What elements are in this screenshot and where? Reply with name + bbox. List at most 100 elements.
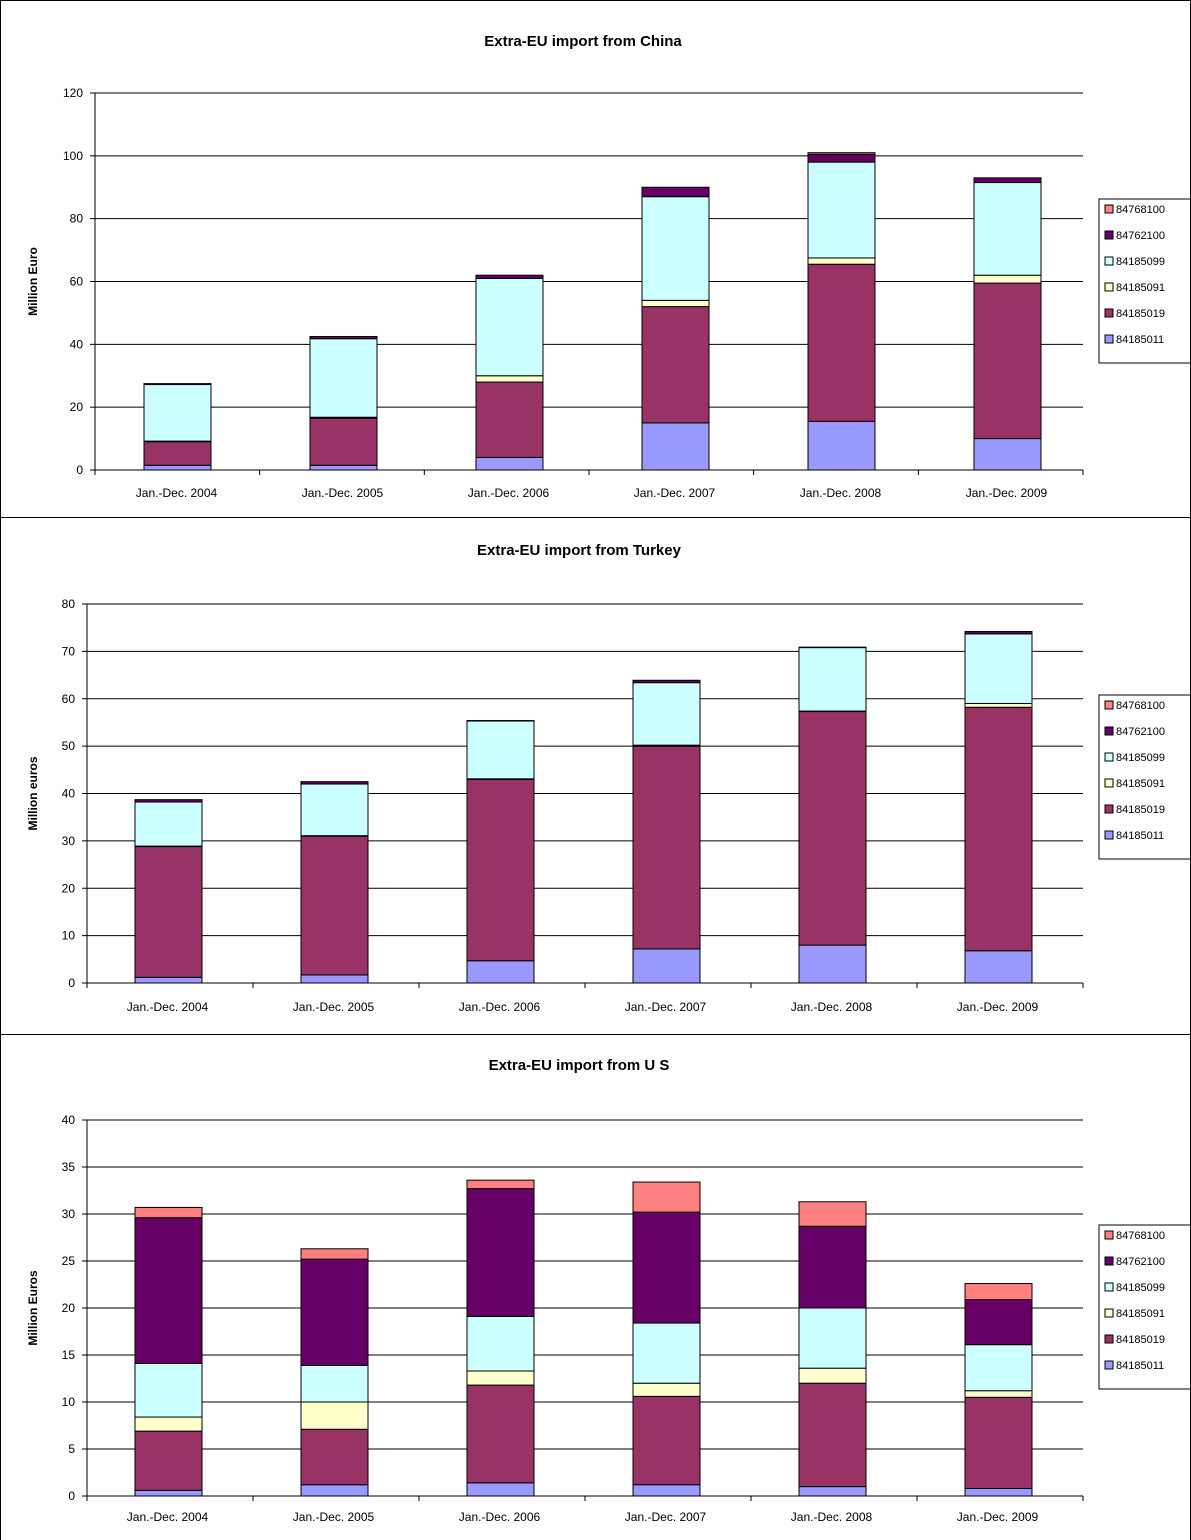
bar-segment-84185099 (143, 384, 212, 442)
x-tick-label: Jan.-Dec. 2008 (800, 486, 882, 500)
x-tick-label: Jan.-Dec. 2004 (127, 1000, 209, 1014)
bar-segment-84768100 (300, 1248, 369, 1260)
bar-segment-84762100 (641, 186, 710, 198)
bar-segment-84185099 (475, 277, 544, 377)
bar-segment-84185019 (798, 711, 867, 946)
x-tick-label: Jan.-Dec. 2009 (957, 1000, 1039, 1014)
bar-segment-84185011 (632, 948, 701, 984)
bar-segment-84762100 (475, 274, 544, 279)
bar-segment-84185099 (134, 1362, 203, 1418)
legend-label-84762100: 84762100 (1116, 230, 1165, 242)
y-tick-label: 10 (62, 1395, 76, 1409)
legend-swatch-84768100 (1104, 1230, 1114, 1240)
legend-label-84185019: 84185019 (1116, 804, 1165, 816)
legend-swatch-84185099 (1104, 752, 1114, 762)
legend: 84768100 84762100 84185099 84185091 84185019… (1098, 694, 1190, 860)
bar-segment-84185011 (466, 960, 535, 984)
legend-swatch-84185091 (1104, 1308, 1114, 1318)
y-tick-label: 20 (62, 881, 76, 895)
x-tick-label: Jan.-Dec. 2007 (625, 1000, 707, 1014)
legend-label-84185019: 84185019 (1116, 1334, 1165, 1346)
y-tick-label: 120 (63, 86, 83, 100)
y-tick-label: 80 (62, 597, 76, 611)
legend-label-84185099: 84185099 (1116, 256, 1165, 268)
bar-segment-84185091 (641, 299, 710, 308)
y-tick-label: 25 (62, 1254, 76, 1268)
bar-segment-84185019 (143, 441, 212, 466)
legend-swatch-84185019 (1104, 804, 1114, 814)
bar-segment-84768100 (964, 1283, 1033, 1301)
legend-swatch-84185011 (1104, 1360, 1114, 1370)
legend-label-84185091: 84185091 (1116, 1308, 1165, 1320)
bar-segment-84768100 (632, 1181, 701, 1213)
legend-box (1098, 198, 1190, 364)
bar-segment-84185091 (466, 1370, 535, 1386)
y-tick-label: 20 (70, 400, 84, 414)
y-tick-label: 70 (62, 644, 76, 658)
bar-segment-84185091 (798, 1367, 867, 1384)
y-tick-label: 40 (70, 337, 84, 351)
chart-svg-china: Extra-EU import from China 0 20 40 60 80 100 12… (26, 33, 1190, 500)
legend-swatch-84185091 (1104, 778, 1114, 788)
x-tick-label: Jan.-Dec. 2007 (634, 486, 716, 500)
bar-segment-84185011 (964, 1487, 1033, 1497)
bar-segment-84185011 (641, 422, 710, 471)
bar-segment-84185019 (798, 1382, 867, 1488)
y-axis-label: Million euros (26, 756, 40, 830)
bar-segment-84762100 (466, 720, 535, 722)
bar-segment-84185099 (300, 783, 369, 837)
y-axis-label: Million Euro (26, 247, 40, 316)
y-tick-label: 30 (62, 1207, 76, 1221)
legend-label-84185099: 84185099 (1116, 752, 1165, 764)
y-tick-label: 40 (62, 1113, 76, 1127)
bar-segment-84185019 (300, 835, 369, 976)
bar-segment-84185019 (475, 381, 544, 458)
bar-segment-84762100 (964, 1299, 1033, 1346)
x-tick-label: Jan.-Dec. 2006 (459, 1510, 541, 1524)
bar-segment-84185099 (798, 647, 867, 712)
bar-segment-84185091 (134, 1416, 203, 1432)
bar-segment-84185011 (300, 974, 369, 984)
bar-segment-84185091 (632, 1382, 701, 1397)
y-tick-label: 30 (62, 834, 76, 848)
legend-swatch-84185019 (1104, 1334, 1114, 1344)
y-tick-label: 5 (68, 1442, 75, 1456)
legend: 84768100 84762100 84185099 84185091 84185019… (1098, 1224, 1190, 1390)
bar-segment-84185019 (632, 1395, 701, 1486)
bar-segment-84762100 (632, 679, 701, 684)
legend-box (1098, 1224, 1190, 1390)
bar-segment-84185099 (641, 196, 710, 301)
bar-segment-84185011 (798, 1486, 867, 1497)
bar-segment-84185019 (309, 417, 378, 466)
bar-segment-84185091 (973, 274, 1042, 284)
bar-segment-84185019 (641, 306, 710, 424)
bar-segment-84185019 (964, 1396, 1033, 1489)
bar-segment-84185091 (964, 1390, 1033, 1398)
bar-segment-84185019 (973, 282, 1042, 440)
bar-segment-84185099 (964, 633, 1033, 704)
x-tick-label: Jan.-Dec. 2009 (966, 486, 1048, 500)
legend-label-84185011: 84185011 (1116, 1360, 1164, 1372)
bar-segment-84762100 (300, 781, 369, 785)
legend-label-84185099: 84185099 (1116, 1282, 1165, 1294)
chart-panel-us: Extra-EU import from U S 0 5 10 15 20 25 30 35 40… (0, 1035, 1191, 1540)
x-tick-label: Jan.-Dec. 2007 (625, 1510, 707, 1524)
bar-segment-84185011 (973, 438, 1042, 471)
legend-label-84185019: 84185019 (1116, 308, 1165, 320)
bar-segment-84768100 (466, 1179, 535, 1190)
legend-label-84185091: 84185091 (1116, 282, 1165, 294)
legend-label-84185011: 84185011 (1116, 334, 1164, 346)
legend-swatch-84185091 (1104, 282, 1114, 292)
y-tick-label: 15 (62, 1348, 76, 1362)
bar-segment-84185019 (466, 778, 535, 962)
legend-swatch-84185011 (1104, 334, 1114, 344)
bar-segment-84185091 (807, 257, 876, 265)
bar-segment-84185011 (475, 456, 544, 471)
bar-segment-84185019 (466, 1384, 535, 1484)
legend-label-84768100: 84768100 (1116, 204, 1165, 216)
x-tick-label: Jan.-Dec. 2004 (127, 1510, 209, 1524)
bar-segment-84185019 (134, 846, 203, 978)
x-tick-label: Jan.-Dec. 2005 (293, 1000, 375, 1014)
bar-segment-84185099 (964, 1344, 1033, 1392)
y-tick-label: 0 (68, 1489, 75, 1503)
